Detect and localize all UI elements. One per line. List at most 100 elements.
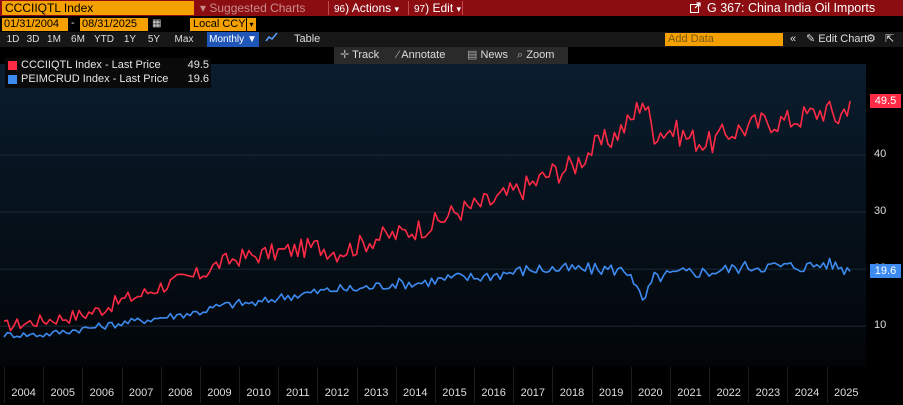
- x-tick-divider: [395, 367, 397, 403]
- edit-chart-button[interactable]: ✎ Edit Chart: [806, 33, 868, 45]
- legend-value-2: 19.6: [187, 73, 209, 85]
- chevron-down-icon[interactable]: ▾: [247, 18, 256, 31]
- x-tick-label: 2013: [363, 387, 389, 399]
- x-axis: 2004 2005 2006 2007 2008 2009 2010 2011 2012 2013…: [0, 367, 868, 405]
- chevron-down-icon: ▾: [394, 4, 400, 14]
- news-button[interactable]: ▤ News: [467, 49, 508, 61]
- x-tick-divider: [474, 367, 476, 403]
- chevron-down-icon: ▼: [246, 34, 257, 45]
- chart-type-icon[interactable]: [265, 32, 278, 47]
- x-tick-label: 2010: [246, 387, 271, 399]
- x-tick-label: 2012: [324, 387, 350, 399]
- period-1m[interactable]: 1M: [47, 34, 61, 45]
- x-tick-divider: [317, 367, 319, 403]
- x-tick-label: 2008: [168, 387, 193, 399]
- x-tick-label: 2022: [716, 387, 741, 399]
- collapse-icon[interactable]: «: [790, 33, 797, 45]
- x-tick-divider: [669, 367, 671, 403]
- plot-background: [0, 64, 866, 366]
- period-5y[interactable]: 5Y: [147, 34, 161, 45]
- x-tick-label: 2018: [559, 387, 585, 399]
- search-icon: ⌕: [517, 49, 524, 61]
- legend-swatch-blue: [8, 75, 17, 84]
- news-icon: ▤: [467, 49, 478, 61]
- period-6m[interactable]: 6M: [71, 34, 85, 45]
- chart-plot[interactable]: [0, 64, 866, 366]
- title-bar: CCCIIQTL Index ▾ Suggested Charts 96) Ac…: [0, 0, 903, 16]
- legend: CCCIIQTL Index - Last Price 49.5 PEIMCRU…: [5, 58, 211, 88]
- x-tick-divider: [356, 367, 358, 403]
- x-tick-label: 2023: [755, 387, 781, 399]
- x-tick-label: 2017: [520, 387, 546, 399]
- x-tick-divider: [434, 367, 436, 403]
- actions-menu[interactable]: 96) Actions ▾: [334, 1, 400, 15]
- x-tick-divider: [199, 367, 201, 403]
- crosshair-icon: ✛: [340, 49, 350, 61]
- y-tick-label: 30: [874, 205, 887, 218]
- y-tick-label: 40: [874, 148, 887, 161]
- period-ytd[interactable]: YTD: [94, 34, 114, 45]
- x-tick-divider: [239, 367, 241, 403]
- period-1y[interactable]: 1Y: [123, 34, 137, 45]
- x-tick-divider: [160, 367, 162, 403]
- x-tick-divider: [630, 367, 632, 403]
- range-dash: -: [71, 17, 75, 29]
- x-tick-divider: [709, 367, 711, 403]
- period-bar: 1D 3D 1M 6M YTD 1Y 5Y Max Monthly ▼ Table Add D…: [0, 32, 903, 47]
- legend-label-2: PEIMCRUD Index - Last Price: [21, 73, 169, 85]
- frequency-select[interactable]: Monthly ▼: [207, 32, 259, 47]
- x-tick-divider: [748, 367, 750, 403]
- dropdown-arrow-icon: ▾: [200, 1, 210, 15]
- end-date-input[interactable]: 08/31/2025: [80, 18, 148, 31]
- track-button[interactable]: ✛ Track: [340, 49, 380, 61]
- last-value-tag-blue: 19.6: [870, 264, 901, 279]
- chart-toolbar: ✛ Track ⁄ Annotate ▤ News ⌕ Zoom: [334, 47, 568, 64]
- legend-label-1: CCCIIQTL Index - Last Price: [21, 59, 161, 71]
- x-tick-label: 2025: [833, 387, 859, 399]
- add-data-input[interactable]: Add Data: [665, 33, 783, 46]
- period-3d[interactable]: 3D: [26, 34, 40, 45]
- pencil-icon: ✎: [806, 33, 816, 45]
- x-tick-label: 2011: [285, 387, 310, 399]
- divider: [328, 1, 329, 15]
- x-tick-divider: [513, 367, 515, 403]
- ticker-input[interactable]: CCCIIQTL Index: [2, 1, 194, 15]
- external-link-icon[interactable]: [690, 0, 701, 16]
- currency-select[interactable]: Local CCY: [190, 18, 246, 31]
- legend-swatch-red: [8, 61, 17, 70]
- x-tick-label: 2009: [207, 387, 232, 399]
- x-tick-divider: [4, 367, 5, 403]
- x-tick-label: 2015: [442, 387, 467, 399]
- collapse-icon[interactable]: ⇱: [885, 33, 895, 45]
- divider: [408, 1, 409, 15]
- x-tick-divider: [552, 367, 554, 403]
- x-tick-label: 2014: [403, 387, 428, 399]
- calendar-icon[interactable]: ▦: [152, 18, 162, 29]
- edit-menu[interactable]: 97) Edit ▾: [414, 1, 462, 15]
- x-tick-label: 2006: [89, 387, 115, 399]
- series-line-blue: [3, 257, 851, 339]
- zoom-button[interactable]: ⌕ Zoom: [517, 49, 555, 61]
- divider: [462, 1, 463, 15]
- x-tick-label: 2016: [481, 387, 506, 399]
- date-range-bar: 01/31/2004 - 08/31/2025 ▦ Local CCY ▾: [0, 17, 903, 32]
- x-tick-label: 2005: [50, 387, 75, 399]
- x-tick-divider: [121, 367, 123, 403]
- annotate-button[interactable]: ⁄ Annotate: [397, 49, 446, 61]
- x-tick-divider: [278, 367, 280, 403]
- series-line-red: [3, 100, 851, 332]
- period-max[interactable]: Max: [174, 34, 194, 45]
- x-tick-divider: [826, 367, 828, 403]
- x-tick-divider: [787, 367, 789, 403]
- period-1d[interactable]: 1D: [6, 34, 20, 45]
- chart-title: G 367: China India Oil Imports: [707, 1, 876, 15]
- table-button[interactable]: Table: [294, 33, 321, 45]
- x-tick-label: 2007: [128, 387, 154, 399]
- suggested-charts-menu[interactable]: ▾ Suggested Charts: [200, 1, 306, 15]
- start-date-input[interactable]: 01/31/2004: [2, 18, 68, 31]
- x-tick-label: 2004: [11, 387, 36, 399]
- settings-icon[interactable]: ⚙: [866, 33, 876, 45]
- chevron-down-icon: ▾: [456, 4, 462, 14]
- last-value-tag-red: 49.5: [870, 94, 901, 109]
- x-tick-label: 2024: [794, 387, 820, 399]
